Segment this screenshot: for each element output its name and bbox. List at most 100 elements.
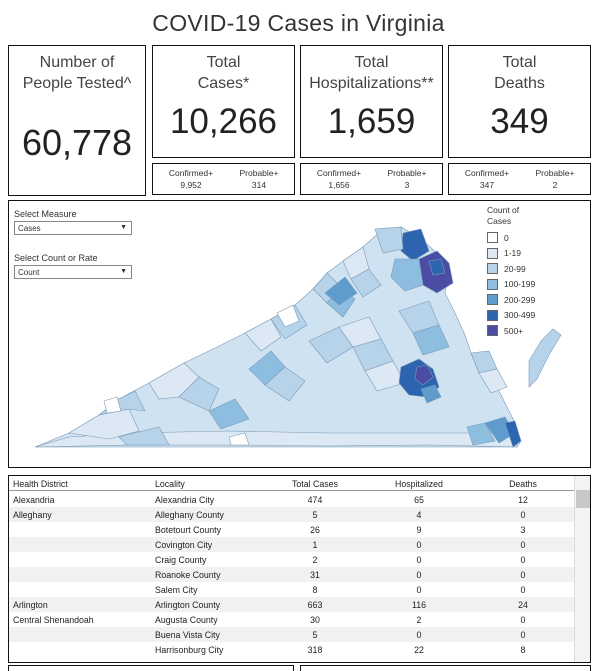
scrollbar-thumb[interactable] xyxy=(576,490,590,508)
cell-total-cases: 26 xyxy=(310,525,320,535)
legend-swatch xyxy=(487,247,498,259)
table-row[interactable]: Alleghany Alleghany County 5 4 0 xyxy=(9,507,575,522)
bottom-panel-edge xyxy=(300,665,591,671)
cell-hospitalized: 0 xyxy=(416,630,422,640)
cell-health-district: Alexandria xyxy=(13,495,55,505)
cell-total-cases: 30 xyxy=(310,615,320,625)
cell-total-cases: 663 xyxy=(307,600,323,610)
count-rate-select[interactable]: Count ▼ xyxy=(14,265,132,279)
col-hospitalized[interactable]: Hospitalized xyxy=(395,479,443,489)
total-hospitalizations-card: Total Hospitalizations** 1,659 xyxy=(300,45,443,158)
legend-item[interactable]: 200-299 xyxy=(487,292,535,308)
table-row[interactable]: Alexandria Alexandria City 474 65 12 xyxy=(9,492,575,507)
county-table: Health District Locality Total Cases Hos… xyxy=(8,475,591,663)
cell-deaths: 0 xyxy=(520,630,526,640)
cell-health-district: Central Shenandoah xyxy=(13,615,94,625)
legend-swatch xyxy=(487,263,498,275)
total-cases-label-1: Total xyxy=(206,54,241,71)
legend-swatch xyxy=(487,232,498,244)
legend-title: Count of Cases xyxy=(487,205,535,227)
cases-probable-label: Probable+ xyxy=(239,168,279,178)
total-cases-value: 10,266 xyxy=(169,102,278,141)
table-row[interactable]: Salem City 8 0 0 xyxy=(9,582,575,597)
cell-deaths: 24 xyxy=(518,600,528,610)
legend-swatch xyxy=(487,278,498,290)
table-row[interactable]: Botetourt County 26 9 3 xyxy=(9,522,575,537)
cell-total-cases: 318 xyxy=(307,645,323,655)
cell-hospitalized: 116 xyxy=(411,600,427,610)
legend-title-line-2: Cases xyxy=(487,216,512,226)
cell-hospitalized: 9 xyxy=(416,525,422,535)
cell-total-cases: 31 xyxy=(310,570,320,580)
total-cases-label-2: Cases* xyxy=(197,75,250,92)
cell-hospitalized: 0 xyxy=(416,555,422,565)
cell-deaths: 0 xyxy=(520,555,526,565)
cell-deaths: 0 xyxy=(520,585,526,595)
total-hosp-value: 1,659 xyxy=(327,102,416,141)
cell-total-cases: 474 xyxy=(307,495,323,505)
legend-swatch xyxy=(487,325,498,337)
cell-deaths: 8 xyxy=(520,645,526,655)
cell-deaths: 0 xyxy=(520,615,526,625)
map-panel: Select Measure Cases ▼ Select Count or R… xyxy=(8,200,591,468)
table-row[interactable]: Roanoke County 31 0 0 xyxy=(9,567,575,582)
legend-label: 200-299 xyxy=(504,294,536,305)
cell-hospitalized: 0 xyxy=(416,570,422,580)
hosp-probable-value: 3 xyxy=(404,180,410,190)
legend-label: 100-199 xyxy=(504,279,536,290)
legend-label: 0 xyxy=(504,232,509,243)
legend-item[interactable]: 300-499 xyxy=(487,308,535,324)
deaths-confirmed-label: Confirmed+ xyxy=(464,168,510,178)
cell-deaths: 0 xyxy=(520,570,526,580)
legend-item[interactable]: 1-19 xyxy=(487,246,535,262)
table-row[interactable]: Harrisonburg City 318 22 8 xyxy=(9,642,575,657)
table-row[interactable]: Central Shenandoah Augusta County 30 2 0 xyxy=(9,612,575,627)
legend-label: 20-99 xyxy=(504,263,526,274)
cell-locality: Harrisonburg City xyxy=(155,645,224,655)
table-row[interactable]: Covington City 1 0 0 xyxy=(9,537,575,552)
table-row[interactable]: Arlington Arlington County 663 116 24 xyxy=(9,597,575,612)
col-deaths[interactable]: Deaths xyxy=(509,479,537,489)
bottom-panel-edge xyxy=(8,665,294,671)
legend-swatch xyxy=(487,294,498,306)
legend-label: 500+ xyxy=(504,325,524,336)
virginia-county-map[interactable] xyxy=(9,201,591,468)
legend-item[interactable]: 100-199 xyxy=(487,277,535,293)
measure-label: Select Measure xyxy=(14,209,77,219)
col-locality[interactable]: Locality xyxy=(155,479,185,489)
cell-hospitalized: 65 xyxy=(414,495,424,505)
measure-select-value: Cases xyxy=(18,224,41,233)
deaths-probable-label: Probable+ xyxy=(535,168,575,178)
legend-item[interactable]: 20-99 xyxy=(487,261,535,277)
cell-hospitalized: 0 xyxy=(416,585,422,595)
cell-deaths: 12 xyxy=(518,495,528,505)
hosp-confirmed-value: 1,656 xyxy=(328,180,350,190)
chevron-down-icon: ▼ xyxy=(120,224,127,231)
table-row[interactable]: Craig County 2 0 0 xyxy=(9,552,575,567)
total-deaths-label-2: Deaths xyxy=(494,75,545,92)
table-scrollbar[interactable] xyxy=(574,476,590,662)
total-hosp-label-1: Total xyxy=(354,54,389,71)
cell-locality: Roanoke County xyxy=(155,570,221,580)
legend-item[interactable]: 0 xyxy=(487,230,535,246)
cases-probable-value: 314 xyxy=(251,180,267,190)
col-health-district[interactable]: Health District xyxy=(13,479,68,489)
cell-total-cases: 1 xyxy=(312,540,318,550)
col-total-cases[interactable]: Total Cases xyxy=(292,479,338,489)
cell-health-district: Arlington xyxy=(13,600,48,610)
cell-deaths: 0 xyxy=(520,510,526,520)
hospitalizations-breakdown: Confirmed+ 1,656 Probable+ 3 xyxy=(300,163,443,195)
total-deaths-card: Total Deaths 349 xyxy=(448,45,591,158)
cell-locality: Botetourt County xyxy=(155,525,222,535)
table-row[interactable]: Buena Vista City 5 0 0 xyxy=(9,627,575,642)
tested-value: 60,778 xyxy=(21,122,133,163)
cell-deaths: 3 xyxy=(520,525,526,535)
total-cases-card: Total Cases* 10,266 xyxy=(152,45,295,158)
measure-select[interactable]: Cases ▼ xyxy=(14,221,132,235)
cell-hospitalized: 22 xyxy=(414,645,424,655)
cell-locality: Salem City xyxy=(155,585,198,595)
legend-label: 300-499 xyxy=(504,310,536,321)
cell-total-cases: 5 xyxy=(312,510,318,520)
legend-item[interactable]: 500+ xyxy=(487,323,535,339)
deaths-breakdown: Confirmed+ 347 Probable+ 2 xyxy=(448,163,591,195)
